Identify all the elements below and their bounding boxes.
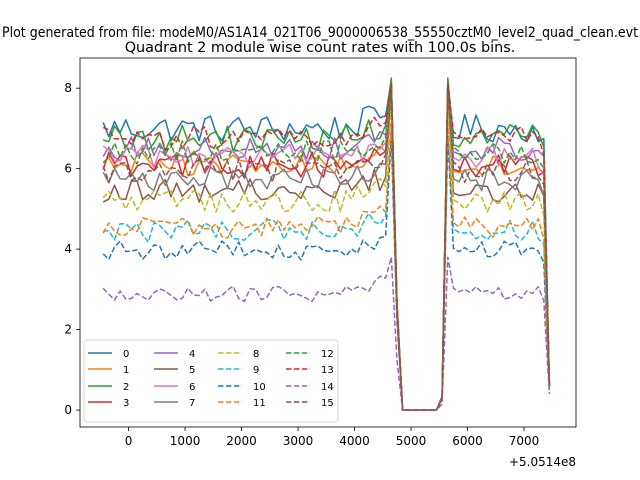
legend-label-3: 3 — [123, 398, 129, 409]
x-tick-label: 2000 — [226, 434, 257, 448]
plot-frame — [79, 57, 577, 428]
series-line-14 — [102, 256, 551, 411]
series-line-6 — [102, 87, 551, 411]
x-axis: 0 1000 2000 3000 4000 5000 6000 7000 — [125, 427, 540, 448]
y-tick-label: 0 — [64, 403, 72, 417]
x-tick-label: 1000 — [170, 434, 201, 448]
x-tick-label: 4000 — [339, 434, 370, 448]
series-line-12 — [102, 83, 551, 411]
legend-label-6: 6 — [189, 382, 195, 393]
series-line-0 — [102, 79, 551, 411]
chart-title: Quadrant 2 module wise count rates with … — [125, 40, 516, 56]
y-tick-label: 6 — [64, 162, 72, 176]
series-line-9 — [103, 127, 551, 411]
legend-label-8: 8 — [253, 349, 259, 360]
legend-label-13: 13 — [321, 365, 334, 376]
y-axis: 0 2 4 6 8 — [64, 81, 80, 417]
series-layer — [102, 77, 551, 411]
series-line-8 — [102, 103, 551, 411]
x-tick-label: 0 — [125, 434, 133, 448]
y-tick-label: 8 — [64, 81, 72, 95]
legend-label-15: 15 — [321, 398, 334, 409]
legend-label-12: 12 — [321, 349, 334, 360]
x-tick-label: 7000 — [509, 434, 540, 448]
legend-label-0: 0 — [123, 349, 129, 360]
series-line-11 — [102, 123, 551, 411]
legend-label-14: 14 — [321, 382, 334, 393]
series-line-4 — [102, 87, 551, 411]
series-line-10 — [102, 135, 551, 411]
legend-label-7: 7 — [189, 398, 195, 409]
legend-label-4: 4 — [189, 349, 195, 360]
series-line-5 — [102, 91, 551, 411]
y-tick-label: 4 — [64, 242, 72, 256]
series-line-13 — [102, 83, 551, 411]
series-line-15 — [102, 91, 551, 411]
legend-frame — [83, 339, 339, 423]
legend-label-10: 10 — [253, 382, 266, 393]
legend-label-2: 2 — [123, 382, 129, 393]
legend-label-1: 1 — [123, 365, 129, 376]
x-offset-label: +5.0514e8 — [509, 455, 576, 469]
y-tick-label: 2 — [64, 323, 72, 337]
legend-label-9: 9 — [253, 365, 259, 376]
x-tick-label: 5000 — [396, 434, 427, 448]
series-line-7 — [102, 91, 551, 411]
x-tick-label: 6000 — [452, 434, 483, 448]
legend-label-5: 5 — [189, 365, 195, 376]
x-tick-label: 3000 — [283, 434, 314, 448]
figure-suptitle: Plot generated from file: modeM0/AS1A14_… — [2, 25, 638, 41]
legend-label-11: 11 — [253, 398, 266, 409]
